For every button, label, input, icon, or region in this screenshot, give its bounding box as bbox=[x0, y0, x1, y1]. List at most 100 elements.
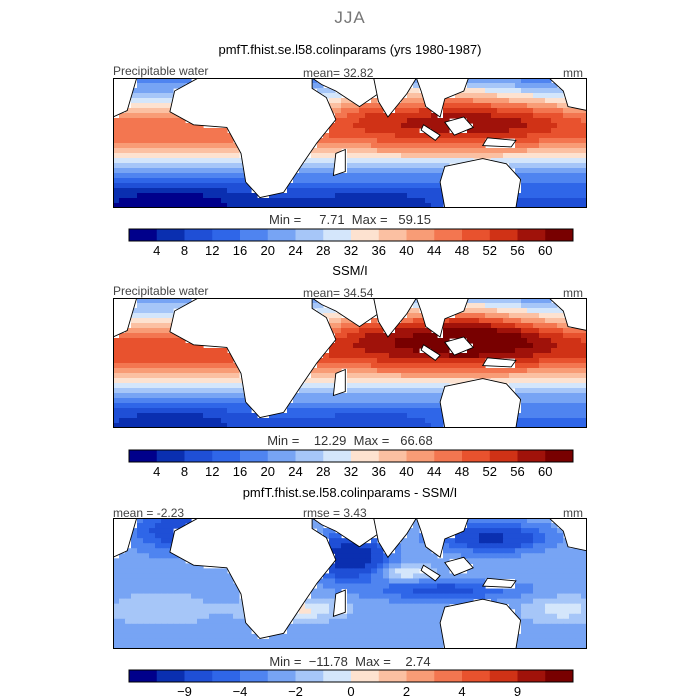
panel-3-min-value: −11.78 bbox=[308, 654, 348, 669]
colorbar-swatch bbox=[240, 670, 269, 682]
coastline bbox=[548, 518, 587, 552]
panel-2-min-value: 12.29 bbox=[313, 433, 347, 448]
colorbar-swatch bbox=[323, 670, 352, 682]
coastline bbox=[548, 78, 587, 111]
panel-3-title: pmfT.fhist.se.l58.colinparams - SSM/I bbox=[242, 485, 458, 500]
panel-1-units-label: mm bbox=[563, 66, 583, 80]
panel-1-field bbox=[113, 78, 587, 208]
panel-1-title: pmfT.fhist.se.l58.colinparams (yrs 1980-… bbox=[218, 42, 482, 57]
colorbar-swatch bbox=[184, 670, 213, 682]
coastline bbox=[169, 78, 337, 199]
colorbar-swatch bbox=[156, 670, 185, 682]
colorbar-tick-label: 60 bbox=[538, 464, 552, 479]
colorbar-swatch bbox=[351, 450, 380, 462]
colorbar-swatch bbox=[406, 229, 435, 241]
colorbar-swatch bbox=[489, 450, 518, 462]
coastline bbox=[332, 368, 346, 397]
panel-3-map bbox=[113, 518, 587, 649]
coastline bbox=[169, 518, 337, 639]
panel-3-min-label: Min = bbox=[269, 654, 302, 669]
colorbar-tick-label: 2 bbox=[403, 684, 410, 699]
coastline bbox=[373, 298, 417, 338]
coastline bbox=[311, 518, 379, 548]
colorbar-swatch bbox=[267, 670, 296, 682]
colorbar-swatch bbox=[295, 229, 324, 241]
panel-2-max-label: Max = bbox=[353, 433, 390, 448]
colorbar-tick-label: 56 bbox=[510, 464, 524, 479]
coastline bbox=[420, 564, 441, 582]
panel-2-title: SSM/I bbox=[332, 263, 368, 278]
colorbar-tick-label: 32 bbox=[344, 464, 358, 479]
colorbar-swatch bbox=[240, 450, 269, 462]
colorbar-swatch bbox=[323, 229, 352, 241]
colorbar-tick-label: 44 bbox=[427, 243, 441, 258]
colorbar-tick-label: 48 bbox=[455, 243, 469, 258]
colorbar-tick-label: 28 bbox=[316, 243, 330, 258]
colorbar-tick-label: −9 bbox=[177, 684, 192, 699]
colorbar-swatch bbox=[129, 450, 158, 462]
colorbar-swatch bbox=[156, 450, 185, 462]
panel-2-max-value: 66.68 bbox=[400, 433, 433, 448]
coastline bbox=[113, 518, 138, 558]
colorbar-swatch bbox=[156, 229, 185, 241]
coastline bbox=[548, 298, 587, 331]
colorbar-tick-label: 24 bbox=[288, 243, 302, 258]
coastline bbox=[332, 589, 346, 617]
panel-2-minmax: Min = 12.29 Max = 66.68 bbox=[0, 433, 700, 448]
coastline bbox=[113, 298, 138, 338]
panel-3-field bbox=[113, 518, 587, 649]
panel-2-units-label: mm bbox=[563, 286, 583, 300]
colorbar-swatch bbox=[240, 229, 269, 241]
colorbar-tick-label: 60 bbox=[538, 243, 552, 258]
panel-2-coastlines bbox=[113, 298, 587, 428]
colorbar-swatch bbox=[323, 450, 352, 462]
colorbar-swatch bbox=[351, 229, 380, 241]
colorbar-tick-label: 36 bbox=[372, 464, 386, 479]
colorbar-tick-label: 56 bbox=[510, 243, 524, 258]
colorbar-tick-label: −2 bbox=[288, 684, 303, 699]
colorbar-tick-label: 9 bbox=[514, 684, 521, 699]
panel-2-map bbox=[113, 298, 587, 428]
colorbar-swatch bbox=[184, 229, 213, 241]
colorbar-swatch bbox=[545, 670, 574, 682]
panel-1-min-value: 7.71 bbox=[319, 212, 345, 227]
colorbar-tick-label: 44 bbox=[427, 464, 441, 479]
colorbar-swatch bbox=[489, 229, 518, 241]
page-title: JJA bbox=[334, 8, 366, 27]
colorbar-swatch bbox=[129, 670, 158, 682]
coastline bbox=[311, 78, 379, 108]
coastline bbox=[481, 577, 517, 588]
coastline bbox=[439, 598, 522, 649]
coastline bbox=[113, 78, 138, 118]
panel-2-field bbox=[113, 298, 587, 428]
colorbar-swatch bbox=[378, 229, 407, 241]
coastline bbox=[481, 137, 517, 148]
coastline bbox=[444, 336, 474, 356]
panel-1-coastlines bbox=[113, 78, 587, 208]
panel-1-mean-label: mean= 32.82 bbox=[303, 66, 374, 80]
colorbar-swatch bbox=[545, 229, 574, 241]
panel-3-units-label: mm bbox=[563, 506, 583, 520]
colorbar-swatch bbox=[212, 670, 241, 682]
colorbar-swatch bbox=[129, 229, 158, 241]
panel-3-minmax: Min = −11.78 Max = 2.74 bbox=[0, 654, 700, 669]
colorbar-swatch bbox=[434, 670, 463, 682]
panel-2-min-label: Min = bbox=[267, 433, 300, 448]
colorbar-tick-label: 32 bbox=[344, 243, 358, 258]
colorbar-tick-label: −4 bbox=[233, 684, 248, 699]
colorbar-tick-label: 36 bbox=[372, 243, 386, 258]
colorbar-tick-label: 12 bbox=[205, 464, 219, 479]
coastline bbox=[415, 298, 469, 338]
colorbar-swatch bbox=[434, 450, 463, 462]
colorbar-swatch bbox=[267, 450, 296, 462]
colorbar-tick-label: 0 bbox=[347, 684, 354, 699]
colorbar-swatch bbox=[351, 670, 380, 682]
colorbar-tick-label: 8 bbox=[181, 243, 188, 258]
colorbar-swatch bbox=[517, 670, 546, 682]
colorbar-tick-label: 16 bbox=[233, 464, 247, 479]
coastline bbox=[373, 78, 417, 118]
panel-3-max-value: 2.74 bbox=[405, 654, 431, 669]
colorbar-tick-label: 20 bbox=[261, 243, 275, 258]
colorbar-swatch bbox=[267, 229, 296, 241]
colorbar-swatch bbox=[406, 670, 435, 682]
